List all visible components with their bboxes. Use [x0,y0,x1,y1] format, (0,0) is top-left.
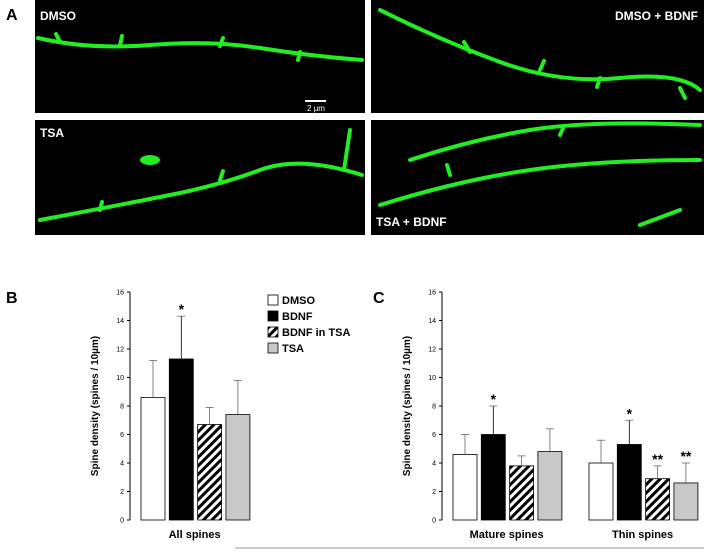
significance-marker: ** [652,451,663,467]
image-label: TSA + BDNF [376,215,447,229]
micrograph [371,120,704,235]
x-tick-label: All spines [169,529,221,541]
y-tick-label: 14 [428,318,436,325]
x-tick-label: Mature spines [470,529,544,541]
panel-label: C [373,290,385,307]
bar [452,454,478,521]
legend-swatch [267,342,279,354]
image-label: DMSO + BDNF [615,9,698,23]
y-tick-label: 0 [120,518,124,525]
legend-swatch [267,294,279,306]
bar [588,462,614,521]
bar [480,434,506,521]
y-tick-label: 4 [120,461,124,468]
image-label: DMSO [40,9,76,23]
legend-label: BDNF in TSA [282,327,350,339]
x-tick-label: Thin spines [612,529,673,541]
bar [197,424,223,521]
bar [509,465,535,521]
legend-label: DMSO [282,295,315,307]
y-tick-label: 16 [116,290,124,297]
y-tick-label: 6 [120,432,124,439]
legend-swatch [267,310,279,322]
significance-marker: * [179,301,185,317]
significance-marker: ** [680,448,691,464]
y-tick-label: 14 [116,318,124,325]
bar [537,451,563,521]
y-tick-label: 16 [428,290,436,297]
y-axis-label: Spine density (spines / 10µm) [402,336,413,476]
y-tick-label: 8 [120,404,124,411]
bar [140,397,166,521]
legend-label: BDNF [282,311,313,323]
y-tick-label: 12 [116,347,124,354]
legend-label: TSA [282,343,304,355]
bar [168,358,194,521]
y-tick-label: 6 [432,432,436,439]
y-tick-label: 2 [432,489,436,496]
micrograph [371,0,704,113]
scale-bar-label: 2 µm [307,104,325,113]
y-axis-label: Spine density (spines / 10µm) [90,336,101,476]
panel-label: B [6,290,18,307]
bar [225,414,251,521]
y-tick-label: 10 [428,375,436,382]
bar [616,444,642,521]
y-tick-label: 10 [116,375,124,382]
y-tick-label: 8 [432,404,436,411]
y-tick-label: 4 [432,461,436,468]
panel-label: A [6,7,18,24]
legend-swatch [267,326,279,338]
bar [673,482,699,521]
image-label: TSA [40,126,64,140]
y-tick-label: 2 [120,489,124,496]
y-tick-label: 0 [432,518,436,525]
micrograph [35,0,365,113]
significance-marker: * [627,405,633,421]
y-tick-label: 12 [428,347,436,354]
significance-marker: * [491,391,497,407]
micrograph [35,120,365,235]
bar [645,478,670,521]
